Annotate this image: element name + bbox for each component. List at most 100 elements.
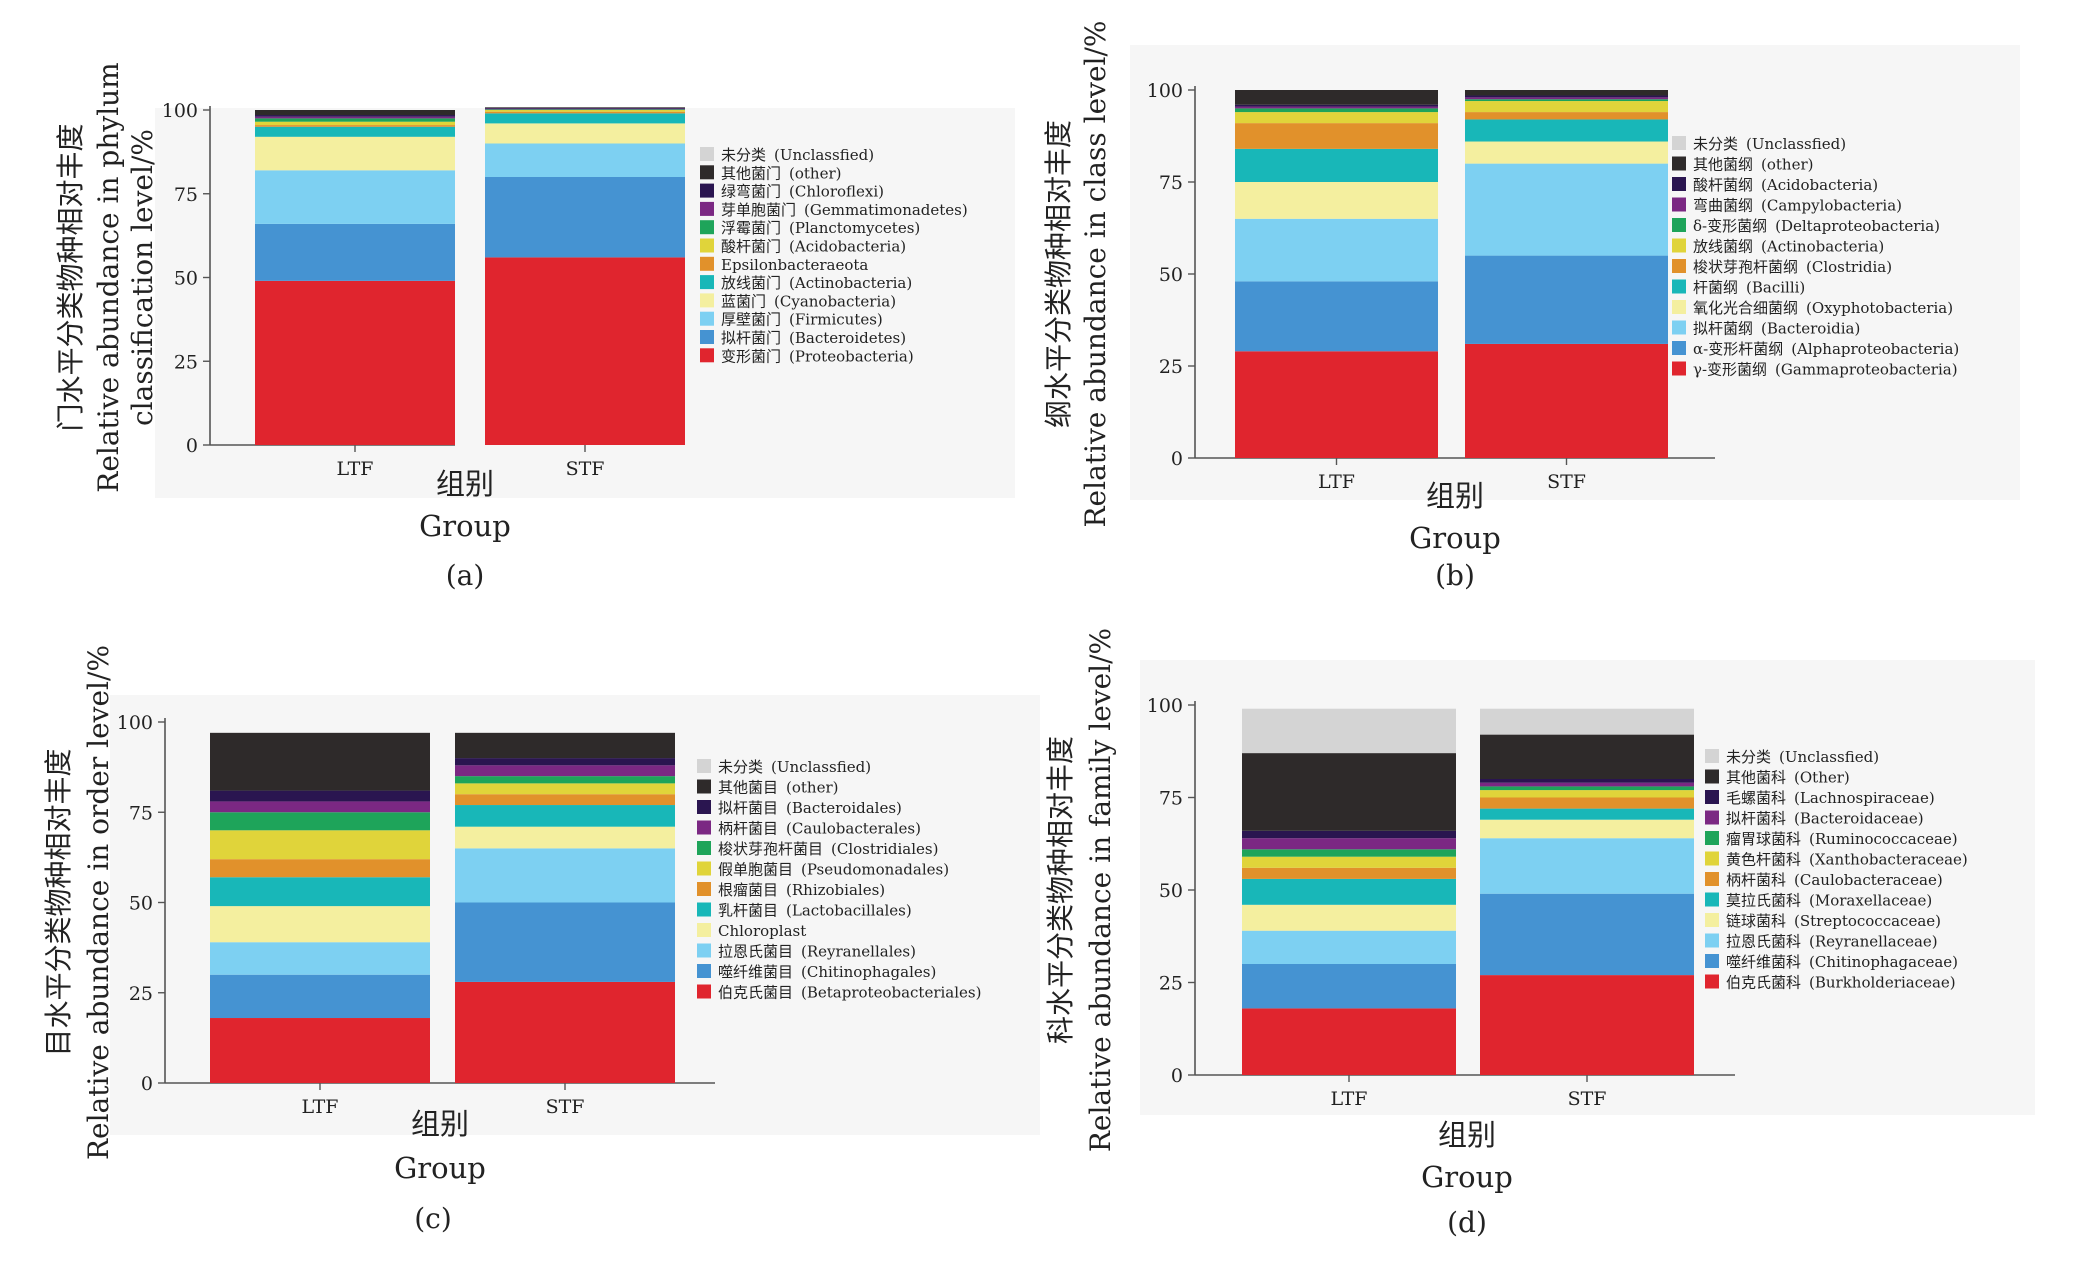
legend-label: Epsilonbacteraeota: [721, 256, 868, 274]
y-tick-label: 50: [129, 893, 153, 915]
legend-swatch: [1672, 177, 1686, 191]
panel-c: 0 25 50 75 100 LTF STF 未分类 (Unclassfied) 其他菌目 (oth…: [42, 645, 1040, 1235]
legend-label-en: (Streptococcaceae): [1794, 912, 1941, 930]
legend-swatch: [700, 220, 714, 235]
bar-segment-ltf-3: [255, 136, 455, 171]
legend-label-cn: 拟杆菌目: [718, 799, 778, 817]
y-tick-label: 75: [129, 802, 153, 824]
legend-swatch: [700, 165, 714, 180]
bar-segment-ltf-6: [255, 121, 455, 126]
y-tick-label: 100: [117, 712, 153, 734]
legend-swatch: [700, 147, 714, 161]
legend-label-en: (Chitinophagaceae): [1809, 953, 1958, 971]
bar-segment-ltf-5: [255, 125, 455, 127]
y-axis-title-cn: 纲水平分类物种相对丰度: [1042, 120, 1075, 428]
bar-segment-stf-7: [1480, 786, 1694, 791]
legend-label: 放线菌门 (Actinobacteria): [721, 274, 912, 292]
panel-label: (a): [446, 559, 485, 592]
legend-label-cn: 伯克氏菌科: [1726, 974, 1801, 992]
y-tick-label: 75: [1159, 788, 1183, 810]
legend-label-cn: 芽单胞菌门: [721, 201, 796, 219]
legend-swatch: [697, 984, 711, 999]
legend-label: 拟杆菌纲 (Bacteroidia): [1693, 320, 1860, 338]
legend-swatch: [700, 330, 714, 344]
panel-b: 0 25 50 75 100 LTF STF 未分类 (Unclassfied) 其他菌纲 (oth…: [1042, 20, 2020, 592]
legend-label: 未分类 (Unclassfied): [1693, 135, 1846, 153]
legend-swatch: [700, 256, 714, 271]
legend-label-en: (Actinobacteria): [1761, 238, 1884, 256]
bar-segment-stf-8: [455, 765, 675, 777]
legend-swatch: [1672, 279, 1686, 294]
legend-label-en: (Xanthobacteraceae): [1809, 851, 1968, 869]
y-tick-label: 0: [141, 1073, 153, 1095]
bar-segment-stf-6: [485, 110, 685, 112]
legend-label-en: (Clostridiales): [831, 840, 938, 858]
legend-label: Chloroplast: [718, 922, 806, 940]
legend-label: 噬纤维菌科 (Chitinophagaceae): [1726, 953, 1958, 971]
panel-label: (d): [1447, 1206, 1487, 1239]
legend-label: 其他菌门 (other): [721, 164, 842, 182]
legend-label-cn: 其他菌纲: [1693, 156, 1753, 174]
bar-segment-stf-8: [1465, 97, 1668, 100]
legend-label-cn: 拉恩氏菌目: [718, 943, 793, 961]
legend-label-cn: 噬纤维菌目: [718, 963, 793, 981]
panel-label: (c): [414, 1202, 452, 1235]
legend-swatch: [697, 841, 711, 855]
bar-segment-stf-9: [485, 107, 685, 109]
bar-segment-ltf-8: [1242, 838, 1456, 850]
legend-label-cn: 放线菌门: [721, 274, 781, 292]
legend-label-en: (Rhizobiales): [786, 881, 885, 899]
x-axis-title-en: Group: [1409, 521, 1501, 555]
legend-swatch: [1672, 259, 1686, 273]
y-tick-label: 100: [1147, 695, 1183, 717]
legend-label-en: (Campylobacteria): [1761, 197, 1902, 215]
legend-label-cn: 其他菌门: [721, 164, 781, 182]
bar-segment-ltf-2: [1235, 218, 1438, 282]
bar-segment-ltf-8: [210, 801, 430, 813]
x-tick-label: LTF: [1318, 471, 1355, 493]
bar-segment-ltf-3: [1235, 182, 1438, 219]
bar-segment-stf-5: [455, 794, 675, 806]
legend-swatch: [700, 311, 714, 326]
legend-label: 弯曲菌纲 (Campylobacteria): [1693, 197, 1902, 215]
legend-label: 柄杆菌目 (Caulobacterales): [718, 820, 921, 838]
bar-segment-ltf-1: [1242, 964, 1456, 1009]
legend-swatch: [697, 882, 711, 896]
legend-label-cn: 链球菌科: [1726, 912, 1786, 930]
x-axis-title-cn: 组别: [1438, 1118, 1496, 1152]
bar-segment-stf-9: [455, 758, 675, 766]
legend-label-en: (Firmicutes): [789, 311, 883, 329]
legend-swatch: [697, 964, 711, 978]
legend-label-cn: 蓝菌门: [721, 292, 766, 310]
legend-label-en: (Burkholderiaceae): [1809, 974, 1956, 992]
legend-label-cn: γ-变形菌纲: [1693, 361, 1767, 379]
legend-swatch: [1705, 872, 1719, 886]
legend-swatch: [1705, 892, 1719, 907]
legend-label-en: (Bacteroidia): [1761, 320, 1860, 338]
bar-segment-stf-7: [1465, 99, 1668, 102]
legend-label-en: (Bacilli): [1746, 279, 1805, 297]
x-tick-label: STF: [1568, 1088, 1607, 1110]
y-axis-title-en: Relative abundance in phylum: [92, 62, 125, 493]
legend-label: 梭状芽孢杆菌目 (Clostridiales): [718, 840, 938, 858]
x-tick-label: LTF: [302, 1096, 339, 1118]
bar-segment-ltf-6: [210, 830, 430, 860]
legend-swatch: [1705, 851, 1719, 866]
bar-segment-stf-2: [1480, 838, 1694, 894]
legend-label: 浮霉菌门 (Planctomycetes): [721, 219, 920, 237]
legend-label-cn: 毛螺菌科: [1726, 789, 1786, 807]
legend-swatch: [1705, 810, 1719, 825]
bar-segment-ltf-8: [255, 116, 455, 119]
bar-segment-stf-1: [485, 177, 685, 258]
bar-segment-stf-11: [1480, 708, 1694, 735]
legend-label: 酸杆菌门 (Acidobacteria): [721, 238, 906, 256]
bar-segment-stf-4: [485, 113, 685, 124]
bar-segment-ltf-5: [1235, 123, 1438, 149]
y-axis-title-en: Relative abundance in order level/%: [82, 645, 115, 1160]
legend-swatch: [700, 293, 714, 308]
bar-segment-stf-3: [455, 826, 675, 849]
panel-d: 0 25 50 75 100 LTF STF 未分类 (Unclassfied) 其他菌科 (Oth…: [1044, 628, 2035, 1239]
bar-segment-ltf-5: [1242, 867, 1456, 879]
legend-swatch: [697, 923, 711, 937]
